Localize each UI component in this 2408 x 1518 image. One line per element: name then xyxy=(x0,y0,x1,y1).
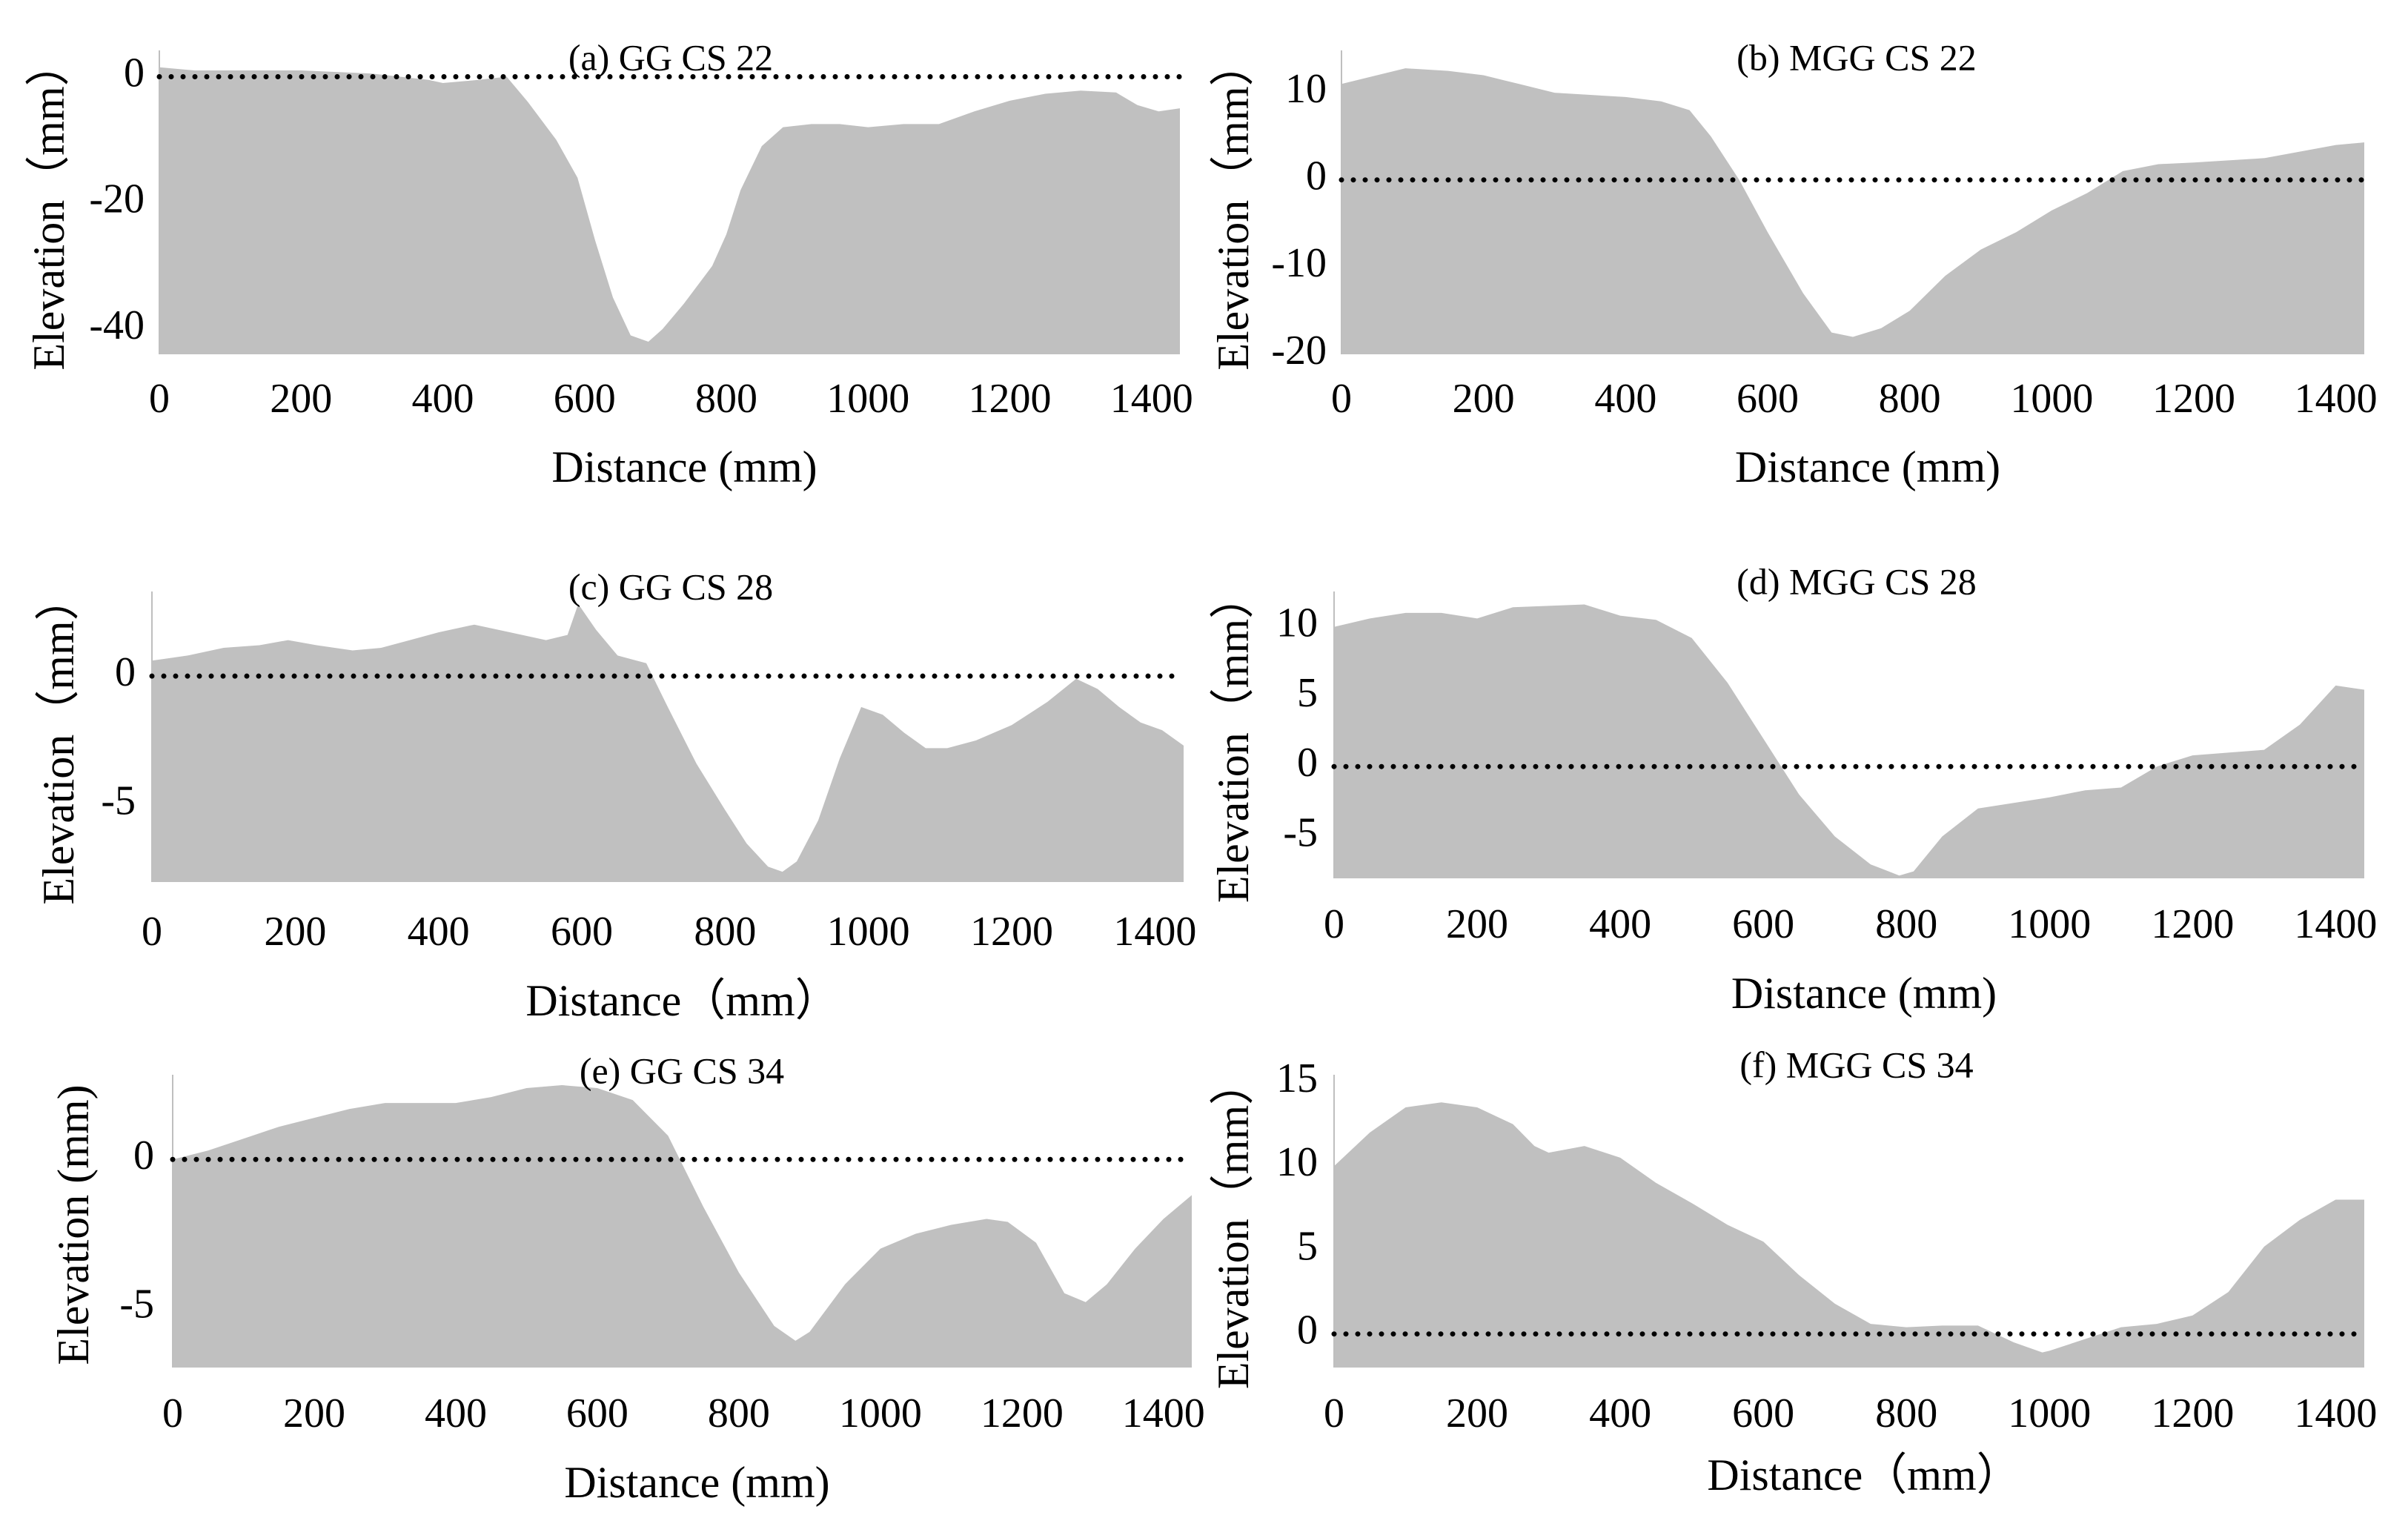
chart-panel-5: (e) GG CS 34 0 200 400 600 800 1000 1200 1400 0 -5… xyxy=(49,1050,1205,1507)
x-axis-label: Distance (mm) xyxy=(564,1458,829,1507)
elevation-profile-area xyxy=(152,603,1184,882)
x-tick-label: 1400 xyxy=(2295,376,2378,422)
chart-title: (a) GG CS 22 xyxy=(568,36,773,78)
elevation-profile-area xyxy=(173,1085,1192,1368)
y-axis-label: Elevation（mm） xyxy=(1209,42,1258,370)
x-tick-label: 0 xyxy=(149,376,170,422)
x-tick-label: 1200 xyxy=(2152,376,2235,422)
x-tick-label: 800 xyxy=(1879,376,1941,422)
x-axis-label: Distance (mm) xyxy=(1735,443,2000,491)
y-tick-label: 0 xyxy=(1306,153,1327,199)
elevation-profile-area xyxy=(159,67,1180,355)
chart-panel-2: (b) MGG CS 22 0 200 400 600 800 1000 1200 1400 10… xyxy=(1209,36,2378,491)
x-tick-label: 1200 xyxy=(2151,901,2234,947)
chart-title: (d) MGG CS 28 xyxy=(1737,560,1977,602)
chart-panel-1: (a) GG CS 22 0 200 400 600 800 1000 1200 1400 0 -2… xyxy=(24,36,1193,491)
y-tick-label: -5 xyxy=(1283,809,1318,855)
y-tick-label: -20 xyxy=(1271,328,1327,374)
x-tick-label: 600 xyxy=(566,1391,628,1436)
y-tick-label: 0 xyxy=(115,649,136,695)
x-tick-label: 1000 xyxy=(827,909,910,955)
y-tick-label: -20 xyxy=(89,176,145,222)
x-tick-label: 600 xyxy=(1732,1391,1794,1436)
x-tick-label: 600 xyxy=(1732,901,1794,947)
y-tick-label: 0 xyxy=(133,1133,154,1179)
x-tick-label: 200 xyxy=(1446,901,1508,947)
x-tick-label: 1400 xyxy=(1110,376,1193,422)
x-tick-label: 800 xyxy=(1875,901,1937,947)
x-tick-label: 600 xyxy=(554,376,616,422)
y-axis-label: Elevation（mm） xyxy=(1209,1061,1258,1389)
x-tick-label: 200 xyxy=(270,376,332,422)
y-tick-label: -40 xyxy=(89,302,145,348)
x-tick-label: 1000 xyxy=(2008,1391,2091,1436)
y-tick-label: 10 xyxy=(1276,600,1318,646)
x-tick-label: 200 xyxy=(1446,1391,1508,1436)
x-tick-label: 600 xyxy=(551,909,613,955)
x-tick-label: 0 xyxy=(1324,901,1344,947)
x-tick-label: 800 xyxy=(708,1391,770,1436)
y-axis-label: Elevation（mm） xyxy=(34,576,83,904)
x-tick-label: 1200 xyxy=(970,909,1053,955)
elevation-profile-area xyxy=(1334,604,2364,878)
y-axis-label: Elevation（mm） xyxy=(24,42,73,370)
x-tick-label: 1200 xyxy=(2151,1391,2234,1436)
chart-title: (f) MGG CS 34 xyxy=(1739,1044,1973,1085)
y-axis-label: Elevation (mm) xyxy=(49,1084,98,1365)
x-axis-label: Distance (mm) xyxy=(551,443,817,491)
x-tick-label: 400 xyxy=(1589,901,1651,947)
y-tick-label: 10 xyxy=(1285,66,1327,112)
chart-panel-4: (d) MGG CS 28 0 200 400 600 800 1000 1200 1400 10… xyxy=(1209,560,2378,1018)
x-tick-label: 800 xyxy=(1875,1391,1937,1436)
x-tick-label: 400 xyxy=(1594,376,1656,422)
chart-title: (c) GG CS 28 xyxy=(568,566,773,607)
x-tick-label: 400 xyxy=(425,1391,487,1436)
x-tick-label: 0 xyxy=(1331,376,1352,422)
x-axis-label: Distance（mm） xyxy=(1707,1451,2020,1499)
y-tick-label: 0 xyxy=(1297,740,1318,786)
y-tick-label: -10 xyxy=(1271,240,1327,286)
chart-panel-6: (f) MGG CS 34 0 200 400 600 800 1000 1200 1400 15… xyxy=(1209,1044,2378,1499)
x-tick-label: 1400 xyxy=(1113,909,1196,955)
x-tick-label: 1400 xyxy=(1122,1391,1205,1436)
x-tick-label: 1200 xyxy=(981,1391,1064,1436)
x-tick-label: 800 xyxy=(695,376,757,422)
x-tick-label: 1000 xyxy=(2010,376,2093,422)
x-axis-label: Distance (mm) xyxy=(1731,969,1997,1018)
x-tick-label: 600 xyxy=(1737,376,1799,422)
x-tick-label: 200 xyxy=(1453,376,1515,422)
x-tick-label: 1400 xyxy=(2294,1391,2377,1436)
x-tick-label: 200 xyxy=(283,1391,345,1436)
y-tick-label: 0 xyxy=(1297,1307,1318,1353)
y-tick-label: 5 xyxy=(1297,1223,1318,1269)
elevation-profile-area xyxy=(1341,68,2364,354)
y-axis-label: Elevation（mm） xyxy=(1209,574,1258,903)
y-tick-label: 10 xyxy=(1276,1139,1318,1185)
x-tick-label: 200 xyxy=(264,909,326,955)
chart-title: (e) GG CS 34 xyxy=(580,1050,784,1091)
x-tick-label: 1400 xyxy=(2294,901,2377,947)
chart-panel-3: (c) GG CS 28 0 200 400 600 800 1000 1200 1400 0 -5… xyxy=(34,566,1197,1025)
x-tick-label: 400 xyxy=(412,376,474,422)
x-tick-label: 400 xyxy=(408,909,470,955)
y-tick-label: 0 xyxy=(124,50,145,96)
elevation-profile-area xyxy=(1334,1102,2364,1368)
y-tick-label: 5 xyxy=(1297,670,1318,716)
x-axis-label: Distance（mm） xyxy=(525,976,839,1025)
y-tick-label: -5 xyxy=(101,778,136,824)
x-tick-label: 1200 xyxy=(969,376,1052,422)
x-tick-label: 0 xyxy=(142,909,162,955)
x-tick-label: 1000 xyxy=(839,1391,922,1436)
x-tick-label: 1000 xyxy=(826,376,909,422)
x-tick-label: 400 xyxy=(1589,1391,1651,1436)
y-tick-label: -5 xyxy=(119,1282,154,1328)
x-tick-label: 0 xyxy=(162,1391,183,1436)
x-tick-label: 1000 xyxy=(2008,901,2091,947)
x-tick-label: 800 xyxy=(694,909,756,955)
chart-title: (b) MGG CS 22 xyxy=(1737,36,1977,78)
x-tick-label: 0 xyxy=(1324,1391,1344,1436)
y-tick-label: 15 xyxy=(1276,1055,1318,1101)
